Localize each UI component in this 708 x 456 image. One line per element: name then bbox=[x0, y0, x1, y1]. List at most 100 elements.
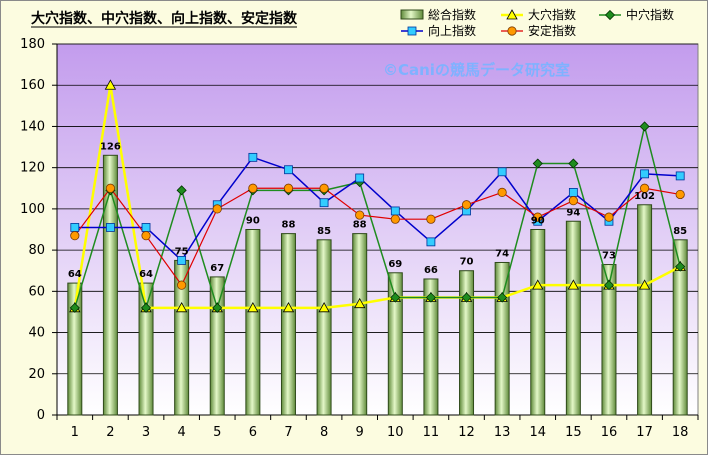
series-point bbox=[390, 206, 400, 216]
series-line bbox=[74, 156, 681, 262]
series-line bbox=[73, 83, 681, 310]
series-point bbox=[604, 212, 614, 222]
data-label: 102 bbox=[634, 191, 655, 202]
series-point bbox=[247, 301, 259, 313]
x-tick-label: 6 bbox=[249, 425, 257, 440]
x-tick-label: 4 bbox=[177, 425, 185, 440]
series-point bbox=[497, 167, 507, 177]
x-tick-label: 12 bbox=[458, 425, 475, 440]
data-label: 75 bbox=[175, 246, 189, 257]
bar bbox=[352, 233, 368, 416]
data-label: 85 bbox=[317, 226, 331, 237]
series-point bbox=[106, 223, 115, 232]
series-point bbox=[104, 79, 117, 90]
series-point bbox=[212, 204, 222, 214]
data-label: 70 bbox=[460, 257, 474, 268]
series-point bbox=[567, 279, 580, 290]
series-point bbox=[425, 292, 436, 303]
data-label: 126 bbox=[100, 141, 121, 152]
series-point bbox=[675, 189, 685, 200]
series-point bbox=[70, 223, 80, 232]
bar bbox=[316, 239, 332, 416]
bar bbox=[601, 264, 617, 416]
legend-marker bbox=[507, 26, 517, 36]
series-point bbox=[461, 200, 472, 210]
bar bbox=[494, 261, 510, 416]
bar bbox=[423, 278, 439, 416]
y-tick-label: 40 bbox=[28, 326, 45, 341]
series-point bbox=[283, 183, 294, 193]
x-tick-label: 7 bbox=[284, 425, 292, 440]
x-tick-label: 16 bbox=[601, 425, 618, 440]
x-tick-label: 14 bbox=[529, 425, 546, 440]
series-point bbox=[390, 214, 400, 224]
x-tick-label: 15 bbox=[565, 425, 582, 440]
x-tick-label: 5 bbox=[213, 425, 221, 440]
series-point bbox=[177, 280, 187, 290]
series-point bbox=[141, 223, 151, 232]
series-point bbox=[426, 237, 436, 247]
x-tick-label: 3 bbox=[142, 425, 150, 440]
series-point bbox=[355, 173, 365, 183]
data-label: 73 bbox=[602, 251, 616, 262]
series-point bbox=[532, 279, 544, 290]
y-tick-label: 0 bbox=[37, 408, 45, 423]
plot-area bbox=[56, 43, 699, 416]
series-point bbox=[568, 158, 579, 169]
series-point bbox=[318, 301, 330, 313]
legend-label: 中穴指数 bbox=[626, 7, 674, 22]
data-label: 90 bbox=[531, 216, 545, 227]
data-label: 90 bbox=[246, 216, 260, 227]
series-point bbox=[177, 256, 187, 265]
y-tick-label: 60 bbox=[28, 284, 45, 299]
y-tick-label: 20 bbox=[28, 367, 45, 382]
legend-marker bbox=[604, 9, 616, 21]
bar bbox=[67, 282, 83, 416]
bar bbox=[245, 229, 261, 416]
series-point bbox=[426, 214, 436, 224]
series-point bbox=[533, 212, 543, 222]
series-point bbox=[319, 198, 329, 208]
series-point bbox=[319, 183, 329, 193]
legend-item: 総合指数 bbox=[400, 7, 476, 22]
series-point bbox=[603, 280, 615, 291]
bar bbox=[387, 272, 403, 416]
series-point bbox=[568, 187, 578, 197]
series-point bbox=[70, 231, 80, 241]
y-tick-label: 120 bbox=[20, 161, 45, 176]
series-point bbox=[212, 302, 223, 313]
legend-item: 大穴指数 bbox=[501, 7, 576, 22]
series-point bbox=[69, 302, 80, 313]
bar bbox=[530, 229, 546, 416]
legend-marker bbox=[506, 9, 518, 20]
series-point bbox=[568, 196, 578, 206]
series-point bbox=[532, 158, 543, 169]
bar bbox=[565, 220, 581, 416]
series-point bbox=[284, 165, 293, 175]
bar bbox=[102, 154, 118, 416]
chart-title: 大穴指数、中穴指数、向上指数、安定指数 bbox=[31, 10, 298, 27]
x-tick-label: 8 bbox=[320, 425, 328, 440]
bar bbox=[280, 233, 296, 416]
legend-label: 総合指数 bbox=[428, 7, 476, 22]
x-tick-label: 9 bbox=[356, 425, 364, 440]
y-tick-label: 100 bbox=[20, 202, 45, 217]
x-tick-label: 11 bbox=[423, 425, 440, 440]
legend-item: 中穴指数 bbox=[599, 7, 674, 22]
series-point bbox=[497, 292, 508, 303]
series-point bbox=[639, 121, 650, 132]
series-point bbox=[176, 185, 187, 196]
series-point bbox=[248, 152, 258, 162]
series-point bbox=[140, 302, 152, 313]
bar bbox=[138, 282, 154, 416]
series-point bbox=[461, 292, 472, 303]
series-line bbox=[74, 187, 681, 286]
series-point bbox=[639, 183, 650, 193]
legend-label: 向上指数 bbox=[428, 23, 476, 38]
series-point bbox=[141, 231, 151, 241]
series-point bbox=[675, 261, 686, 272]
data-label: 85 bbox=[673, 226, 687, 237]
series-point bbox=[638, 279, 651, 290]
x-tick-label: 17 bbox=[636, 425, 653, 440]
